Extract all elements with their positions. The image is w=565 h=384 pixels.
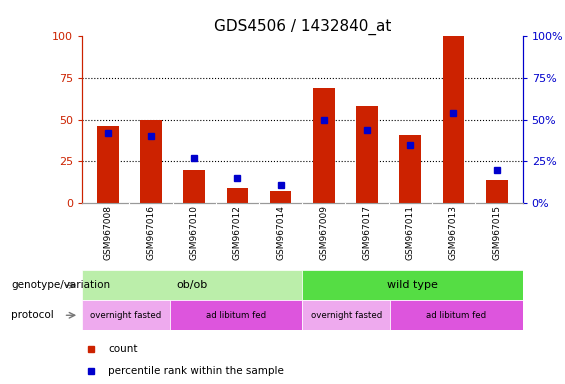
- Text: GSM967009: GSM967009: [319, 205, 328, 260]
- Text: overnight fasted: overnight fasted: [311, 311, 382, 320]
- Text: genotype/variation: genotype/variation: [11, 280, 110, 290]
- Text: ad libitum fed: ad libitum fed: [427, 311, 486, 320]
- Text: GSM967014: GSM967014: [276, 205, 285, 260]
- Text: overnight fasted: overnight fasted: [90, 311, 162, 320]
- Text: count: count: [108, 344, 138, 354]
- Text: ob/ob: ob/ob: [176, 280, 208, 290]
- Text: GSM967012: GSM967012: [233, 205, 242, 260]
- Text: protocol: protocol: [11, 310, 54, 320]
- Bar: [302, 270, 523, 300]
- Text: percentile rank within the sample: percentile rank within the sample: [108, 366, 284, 376]
- Text: wild type: wild type: [387, 280, 438, 290]
- Bar: [302, 300, 390, 330]
- Text: GSM967011: GSM967011: [406, 205, 415, 260]
- Bar: [184, 170, 205, 203]
- Bar: [140, 120, 162, 203]
- Bar: [97, 126, 119, 203]
- Bar: [357, 106, 378, 203]
- Title: GDS4506 / 1432840_at: GDS4506 / 1432840_at: [214, 18, 391, 35]
- Text: GSM967008: GSM967008: [103, 205, 112, 260]
- Bar: [170, 300, 302, 330]
- Text: ad libitum fed: ad libitum fed: [206, 311, 266, 320]
- Bar: [313, 88, 334, 203]
- Text: GSM967015: GSM967015: [492, 205, 501, 260]
- Bar: [82, 300, 170, 330]
- Bar: [390, 300, 523, 330]
- Bar: [443, 36, 464, 203]
- Bar: [399, 135, 421, 203]
- Bar: [82, 270, 302, 300]
- Bar: [270, 192, 292, 203]
- Text: GSM967017: GSM967017: [363, 205, 372, 260]
- Bar: [227, 188, 248, 203]
- Bar: [486, 180, 507, 203]
- Text: GSM967016: GSM967016: [146, 205, 155, 260]
- Text: GSM967013: GSM967013: [449, 205, 458, 260]
- Text: GSM967010: GSM967010: [190, 205, 199, 260]
